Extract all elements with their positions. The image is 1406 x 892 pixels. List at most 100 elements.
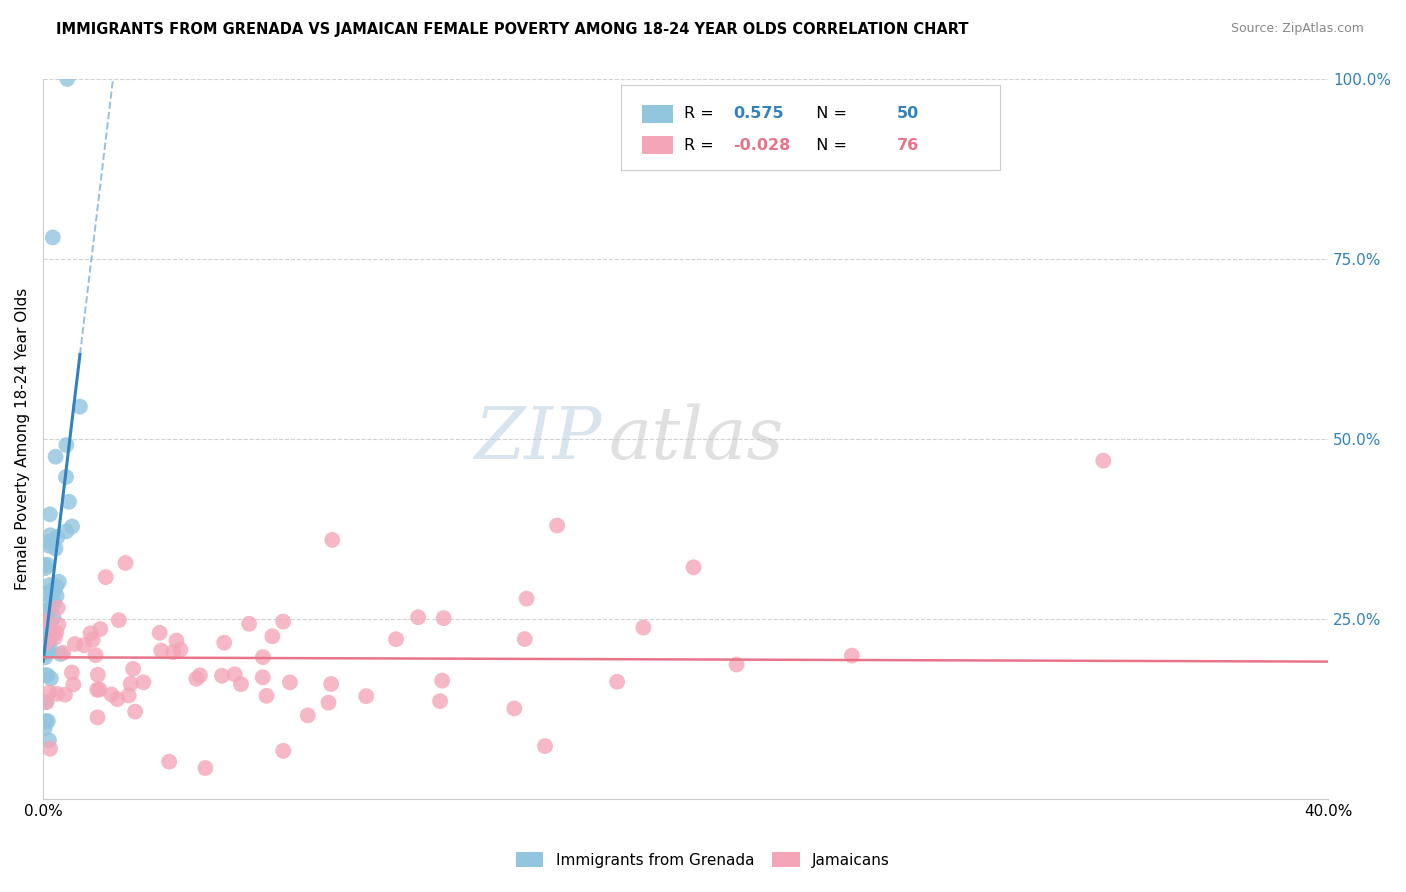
Text: 50: 50: [897, 106, 918, 121]
Point: [118, 689, 141, 703]
Point: [682, 560, 704, 574]
Text: R =: R =: [685, 106, 720, 121]
Point: [606, 674, 628, 689]
Point: [41, 583, 63, 598]
Point: [69, 400, 91, 414]
Point: [37, 668, 59, 682]
Point: [188, 668, 211, 682]
Point: [321, 533, 343, 547]
Point: [32, 627, 55, 641]
Point: [52, 646, 75, 660]
Text: ZIP: ZIP: [475, 404, 602, 475]
Point: [238, 616, 260, 631]
Point: [55, 524, 77, 539]
Point: [39, 642, 62, 657]
Point: [42, 610, 65, 624]
Point: [35, 586, 58, 600]
Point: [45, 450, 67, 464]
Point: [406, 610, 429, 624]
Point: [42, 230, 65, 244]
Point: [516, 591, 538, 606]
Point: [35, 636, 58, 650]
Point: [271, 615, 294, 629]
Point: [37, 596, 59, 610]
Point: [32, 558, 55, 573]
FancyBboxPatch shape: [621, 86, 1001, 170]
Point: [46, 600, 69, 615]
Point: [278, 675, 301, 690]
Point: [430, 673, 453, 688]
Point: [534, 739, 557, 753]
Point: [87, 668, 110, 682]
Point: [503, 701, 526, 715]
Point: [150, 643, 173, 657]
Point: [35, 714, 58, 729]
Text: 0.575: 0.575: [733, 106, 783, 121]
Point: [633, 621, 655, 635]
Point: [38, 508, 60, 522]
Point: [45, 579, 67, 593]
Point: [38, 539, 60, 553]
Point: [37, 613, 59, 627]
Point: [34, 668, 56, 682]
Point: [429, 694, 451, 708]
Point: [63, 637, 86, 651]
Text: IMMIGRANTS FROM GRENADA VS JAMAICAN FEMALE POVERTY AMONG 18-24 YEAR OLDS CORRELA: IMMIGRANTS FROM GRENADA VS JAMAICAN FEMA…: [56, 22, 969, 37]
Text: N =: N =: [807, 106, 852, 121]
Point: [318, 696, 340, 710]
Point: [86, 682, 108, 697]
Point: [38, 603, 60, 617]
Point: [37, 714, 59, 728]
Point: [513, 632, 536, 646]
Point: [39, 672, 62, 686]
Point: [55, 470, 77, 484]
Point: [105, 692, 128, 706]
Point: [48, 574, 70, 589]
Point: [44, 541, 66, 556]
Point: [229, 677, 252, 691]
Point: [89, 622, 111, 636]
Point: [60, 519, 83, 533]
Point: [120, 677, 142, 691]
Point: [252, 650, 274, 665]
Point: [262, 629, 284, 643]
Point: [38, 578, 60, 592]
Point: [45, 625, 67, 640]
Point: [38, 603, 60, 617]
Legend: Immigrants from Grenada, Jamaicans: Immigrants from Grenada, Jamaicans: [510, 846, 896, 873]
Point: [58, 495, 80, 509]
Point: [44, 597, 66, 611]
Point: [41, 625, 63, 640]
Point: [37, 644, 59, 658]
Point: [73, 638, 96, 652]
Point: [114, 556, 136, 570]
Point: [38, 733, 60, 747]
Point: [45, 589, 67, 603]
Point: [841, 648, 863, 663]
Point: [35, 614, 58, 628]
Point: [132, 675, 155, 690]
Point: [56, 72, 79, 87]
Point: [38, 534, 60, 549]
Text: R =: R =: [685, 137, 720, 153]
Point: [321, 677, 343, 691]
FancyBboxPatch shape: [643, 136, 673, 153]
Point: [94, 570, 117, 584]
Point: [55, 438, 77, 452]
Point: [34, 721, 56, 735]
Point: [48, 617, 70, 632]
Point: [224, 667, 246, 681]
Point: [186, 672, 208, 686]
Point: [42, 584, 65, 599]
Point: [45, 687, 67, 701]
Point: [34, 650, 56, 665]
FancyBboxPatch shape: [643, 105, 673, 122]
Point: [34, 561, 56, 575]
Point: [79, 626, 101, 640]
Text: atlas: atlas: [609, 404, 785, 475]
Text: Source: ZipAtlas.com: Source: ZipAtlas.com: [1230, 22, 1364, 36]
Point: [108, 613, 131, 627]
Point: [35, 695, 58, 709]
Point: [38, 634, 60, 648]
Point: [162, 645, 184, 659]
